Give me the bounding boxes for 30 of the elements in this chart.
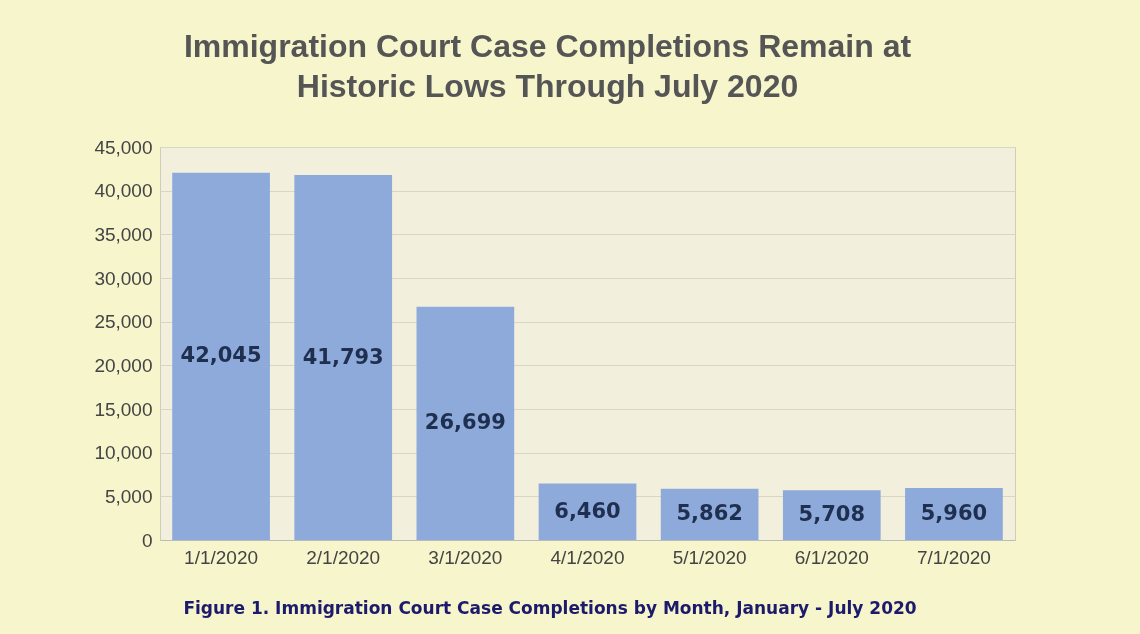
text: Immigration Court Case Completions Remain at: [183, 28, 912, 64]
bar: [416, 306, 515, 540]
x-tick-label: 4/1/2020: [550, 546, 625, 568]
y-tick-label: 15,000: [94, 398, 153, 420]
bar: [294, 175, 393, 540]
caption: Figure 1. Immigration Court Case Completions by Month, January - July 2020: [182, 598, 918, 618]
x-tick-label: 3/1/2020: [428, 546, 503, 568]
x-tick-label: 5/1/2020: [672, 546, 747, 568]
data-label: 5,862: [676, 501, 743, 526]
y-tick-label: 0: [141, 529, 153, 551]
y-tick-label: 40,000: [94, 180, 153, 202]
y-tick-label: 45,000: [94, 136, 153, 158]
data-label: 5,960: [920, 500, 988, 525]
x-tick-label: 2/1/2020: [306, 546, 381, 568]
bar: [172, 172, 270, 540]
data-label: 42,045: [180, 343, 262, 368]
text: Historic Lows Through July 2020: [296, 68, 799, 104]
x-tick-label: 1/1/2020: [184, 546, 259, 568]
data-label: 41,793: [302, 344, 384, 369]
y-tick-label: 25,000: [94, 311, 153, 333]
y-tick-label: 20,000: [94, 354, 153, 376]
data-label: 26,699: [424, 410, 506, 435]
y-tick-label: 35,000: [94, 223, 153, 245]
data-label: 6,460: [554, 498, 621, 523]
y-tick-label: 30,000: [94, 267, 153, 289]
data-label: 5,708: [798, 502, 865, 527]
y-tick-label: 5,000: [104, 485, 153, 507]
x-tick-label: 6/1/2020: [794, 546, 869, 568]
y-tick-label: 10,000: [94, 442, 153, 464]
x-tick-label: 7/1/2020: [916, 546, 991, 568]
